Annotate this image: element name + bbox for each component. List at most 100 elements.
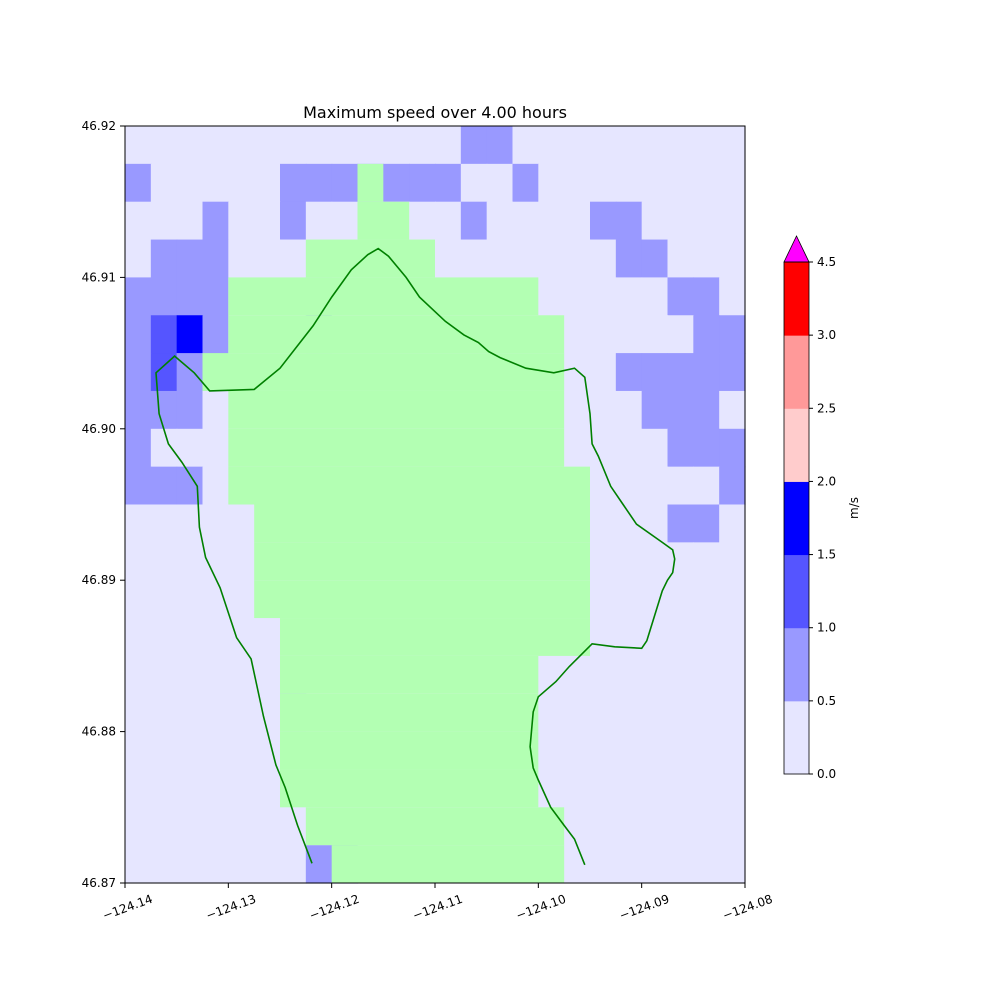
heatmap-cell bbox=[409, 201, 436, 241]
x-tick-label: −124.11 bbox=[411, 892, 465, 923]
heatmap-cell bbox=[615, 845, 643, 884]
heatmap-cell bbox=[667, 163, 694, 203]
heatmap-cell bbox=[280, 163, 307, 203]
heatmap-cell bbox=[228, 655, 255, 695]
heatmap-cell bbox=[486, 201, 514, 241]
heatmap-cell bbox=[254, 618, 281, 657]
land-cell bbox=[228, 466, 590, 505]
heatmap-cell bbox=[150, 428, 178, 468]
land-cell bbox=[305, 807, 565, 846]
heatmap-cell bbox=[202, 845, 229, 884]
heatmap-cell bbox=[435, 126, 462, 165]
heatmap-cell bbox=[641, 693, 669, 733]
heatmap-cell bbox=[719, 731, 746, 771]
heatmap-cell bbox=[125, 655, 152, 695]
heatmap-cell bbox=[641, 466, 669, 506]
y-tick-label: 46.92 bbox=[82, 119, 116, 133]
heatmap-cell bbox=[590, 163, 617, 203]
heatmap-cell bbox=[667, 466, 694, 506]
heatmap-cell bbox=[202, 239, 229, 278]
heatmap-cell bbox=[719, 542, 746, 581]
heatmap-cell bbox=[125, 769, 152, 808]
y-tick-label: 46.88 bbox=[82, 725, 116, 739]
heatmap-cell bbox=[564, 693, 591, 733]
heatmap-cell bbox=[667, 693, 694, 733]
heatmap-cell bbox=[538, 277, 565, 316]
heatmap-cell bbox=[176, 807, 204, 846]
heatmap-cell bbox=[590, 845, 617, 884]
y-tick-label: 46.87 bbox=[82, 876, 116, 890]
heatmap-cell bbox=[590, 618, 617, 657]
heatmap-cell bbox=[228, 580, 255, 619]
heatmap-cell bbox=[719, 845, 746, 884]
heatmap-cell bbox=[564, 428, 591, 468]
heatmap-cell bbox=[176, 845, 204, 884]
heatmap-cell bbox=[590, 201, 617, 241]
heatmap-cell bbox=[150, 618, 178, 657]
heatmap-cell bbox=[693, 769, 720, 808]
heatmap-cell bbox=[125, 163, 152, 203]
x-tick-label: −124.08 bbox=[721, 892, 775, 923]
heatmap-cell bbox=[228, 731, 255, 771]
heatmap-cell bbox=[719, 580, 746, 619]
heatmap-cell bbox=[590, 693, 617, 733]
heatmap-cell bbox=[615, 693, 643, 733]
heatmap-cell bbox=[719, 353, 746, 392]
colorbar-tick-label: 2.0 bbox=[817, 474, 836, 488]
heatmap-cell bbox=[305, 845, 333, 884]
heatmap-cell bbox=[125, 504, 152, 543]
heatmap-cell bbox=[486, 163, 514, 203]
heatmap-cell bbox=[254, 126, 281, 165]
heatmap-cell bbox=[150, 353, 178, 392]
heatmap-cell bbox=[641, 390, 669, 430]
heatmap-cell bbox=[693, 542, 720, 581]
heatmap-cell bbox=[150, 315, 178, 354]
heatmap-cell bbox=[590, 466, 617, 506]
heatmap-cell bbox=[357, 126, 384, 165]
heatmap-cell bbox=[590, 315, 617, 354]
heatmap-cell bbox=[615, 466, 643, 506]
land-cell bbox=[228, 390, 565, 429]
heatmap-cell bbox=[667, 655, 694, 695]
land-cell bbox=[254, 542, 591, 581]
heatmap-cell bbox=[719, 618, 746, 657]
heatmap-cell bbox=[150, 239, 178, 278]
heatmap-cell bbox=[719, 277, 746, 316]
heatmap-cell bbox=[202, 542, 229, 581]
colorbar-segment bbox=[784, 481, 809, 556]
heatmap-cell bbox=[564, 163, 591, 203]
land-cell bbox=[228, 315, 565, 354]
colorbar-extend-arrow bbox=[783, 235, 810, 263]
heatmap-cell bbox=[564, 807, 591, 846]
coastline bbox=[155, 247, 676, 866]
heatmap-cell bbox=[719, 466, 746, 506]
heatmap-cell bbox=[590, 807, 617, 846]
heatmap-cell bbox=[719, 807, 746, 846]
heatmap-cell bbox=[280, 239, 307, 278]
land-cell bbox=[357, 163, 384, 202]
heatmap-cell bbox=[228, 504, 255, 543]
heatmap-cell bbox=[228, 542, 255, 581]
heatmap-cell bbox=[176, 239, 204, 278]
heatmap-cell bbox=[228, 163, 255, 203]
heatmap-cell bbox=[150, 277, 178, 316]
heatmap-cell bbox=[228, 769, 255, 808]
heatmap-cell bbox=[641, 277, 669, 316]
heatmap-cell bbox=[590, 277, 617, 316]
heatmap-cell bbox=[460, 163, 488, 203]
heatmap-cell bbox=[590, 731, 617, 771]
heatmap-cell bbox=[641, 126, 669, 165]
heatmap-cell bbox=[564, 239, 591, 278]
heatmap-cell bbox=[150, 542, 178, 581]
heatmap-cell bbox=[719, 315, 746, 354]
heatmap-cell bbox=[641, 655, 669, 695]
heatmap-cell bbox=[719, 201, 746, 241]
heatmap-cell bbox=[125, 390, 152, 430]
colorbar-tick-label: 0.5 bbox=[817, 694, 836, 708]
heatmap-cell bbox=[512, 239, 539, 278]
heatmap-cell bbox=[667, 126, 694, 165]
heatmap-cell bbox=[435, 239, 462, 278]
colorbar-tick-label: 0.0 bbox=[817, 767, 836, 781]
heatmap-cell bbox=[693, 353, 720, 392]
heatmap-cell bbox=[460, 126, 488, 165]
